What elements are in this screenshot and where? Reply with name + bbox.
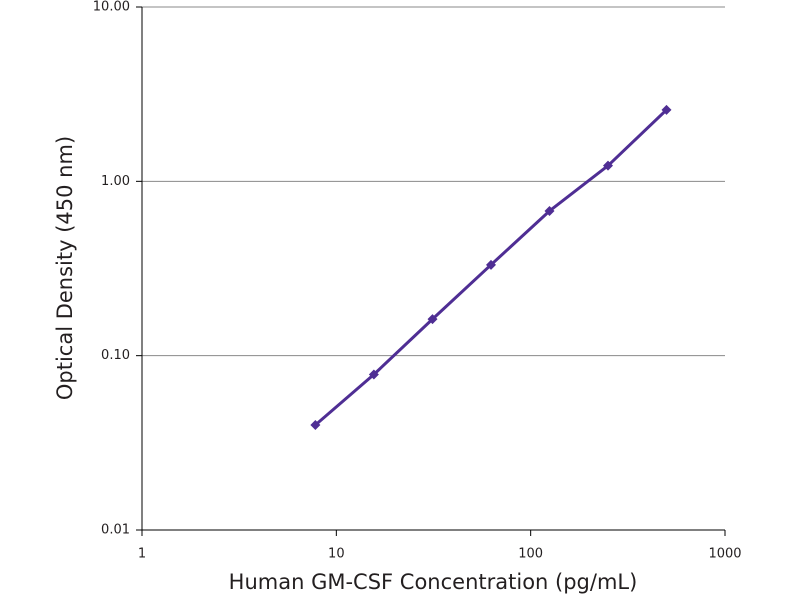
marker [544, 205, 555, 216]
x-tick-label: 10 [328, 547, 345, 562]
x-tick-label: 100 [518, 547, 543, 562]
y-axis-title: Optical Density (450 nm) [53, 136, 77, 400]
marker [310, 420, 321, 431]
marker [368, 369, 379, 380]
x-tick-label: 1 [138, 547, 146, 562]
x-axis-title: Human GM-CSF Concentration (pg/mL) [229, 570, 638, 594]
marker [602, 160, 613, 171]
marker [485, 259, 496, 270]
y-tick-label: 1.00 [101, 174, 130, 189]
marker [661, 104, 672, 115]
y-tick-label: 10.00 [93, 0, 130, 15]
y-tick-label: 0.01 [101, 523, 130, 538]
x-tick-label: 1000 [708, 547, 741, 562]
marker [427, 314, 438, 325]
y-tick-label: 0.10 [101, 348, 130, 363]
